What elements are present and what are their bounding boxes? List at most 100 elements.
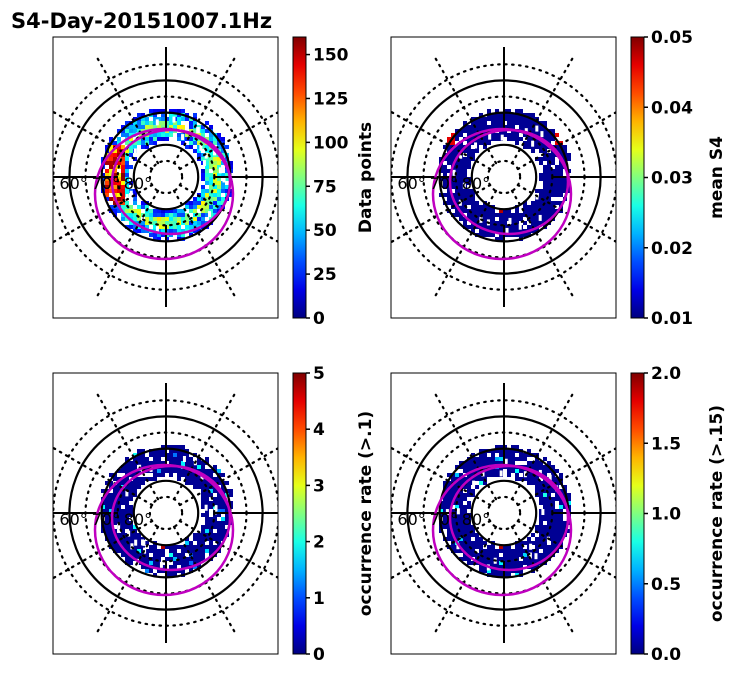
data-cell <box>153 477 157 481</box>
data-gap <box>129 190 133 197</box>
data-cell <box>121 521 125 525</box>
data-cell <box>551 489 555 493</box>
data-cell <box>153 549 157 553</box>
data-cell <box>133 225 137 229</box>
data-cell <box>543 545 547 549</box>
data-gap <box>548 474 552 481</box>
data-cell <box>543 129 547 133</box>
data-cell <box>117 129 121 133</box>
data-cell <box>137 229 141 233</box>
data-cell <box>157 569 161 573</box>
data-cell <box>527 477 531 481</box>
data-cell <box>523 469 527 473</box>
data-cell <box>201 209 205 213</box>
data-cell <box>125 121 129 125</box>
data-cell <box>137 217 141 221</box>
data-cell <box>205 509 209 513</box>
data-cell <box>169 473 173 477</box>
data-cell <box>467 213 471 217</box>
data-cell <box>197 545 201 549</box>
data-cell <box>543 501 547 505</box>
data-cell <box>439 169 443 173</box>
data-cell <box>217 509 221 513</box>
data-cell <box>459 473 463 477</box>
data-cell <box>125 157 129 161</box>
data-cell <box>503 557 507 561</box>
data-cell <box>197 149 201 153</box>
data-cell <box>133 553 137 557</box>
data-cell <box>547 181 551 185</box>
data-cell <box>463 189 467 193</box>
data-cell <box>459 193 463 197</box>
data-cell <box>475 541 479 545</box>
data-cell <box>499 549 503 553</box>
data-cell <box>105 181 109 185</box>
data-cell <box>137 553 141 557</box>
data-cell <box>201 489 205 493</box>
data-cell <box>173 549 177 553</box>
data-cell <box>531 481 535 485</box>
data-cell <box>519 469 523 473</box>
data-cell <box>555 189 559 193</box>
colorbar-tick-label: 0.01 <box>651 309 693 329</box>
data-cell <box>221 181 225 185</box>
data-cell <box>117 141 121 145</box>
data-cell <box>109 169 113 173</box>
data-cell <box>535 477 539 481</box>
data-cell <box>209 469 213 473</box>
data-cell <box>113 489 117 493</box>
data-cell <box>213 517 217 521</box>
colorbar-tick-label: 3 <box>313 476 325 496</box>
data-cell <box>109 473 113 477</box>
data-cell <box>463 177 467 181</box>
data-cell <box>205 157 209 161</box>
data-cell <box>133 485 137 489</box>
data-cell <box>551 473 555 477</box>
data-cell <box>523 221 527 225</box>
data-cell <box>217 193 221 197</box>
data-cell <box>471 121 475 125</box>
data-cell <box>177 457 181 461</box>
data-cell <box>511 553 515 557</box>
data-cell <box>471 529 475 533</box>
data-cell <box>539 465 543 469</box>
data-cell <box>177 113 181 117</box>
data-cell <box>177 473 181 477</box>
data-cell <box>543 517 547 521</box>
data-cell <box>459 169 463 173</box>
data-cell <box>447 481 451 485</box>
data-cell <box>519 549 523 553</box>
data-cell <box>535 525 539 529</box>
data-cell <box>491 557 495 561</box>
data-gap <box>155 119 159 126</box>
data-cell <box>105 533 109 537</box>
data-cell <box>539 129 543 133</box>
data-cell <box>145 553 149 557</box>
data-cell <box>543 553 547 557</box>
data-cell <box>507 469 511 473</box>
data-cell <box>495 553 499 557</box>
data-cell <box>519 569 523 573</box>
data-cell <box>161 217 165 221</box>
data-cell <box>129 493 133 497</box>
data-cell <box>491 449 495 453</box>
data-cell <box>471 217 475 221</box>
data-gap <box>508 217 512 224</box>
data-cell <box>483 117 487 121</box>
data-cell <box>543 505 547 509</box>
data-cell <box>189 129 193 133</box>
data-cell <box>113 185 117 189</box>
data-cell <box>197 465 201 469</box>
data-cell <box>157 237 161 241</box>
data-cell <box>459 525 463 529</box>
data-gap <box>504 458 508 465</box>
data-cell <box>169 469 173 473</box>
data-cell <box>475 149 479 153</box>
data-cell <box>531 553 535 557</box>
data-cell <box>193 465 197 469</box>
data-cell <box>547 501 551 505</box>
data-cell <box>113 157 117 161</box>
data-cell <box>129 521 133 525</box>
data-cell <box>439 157 443 161</box>
